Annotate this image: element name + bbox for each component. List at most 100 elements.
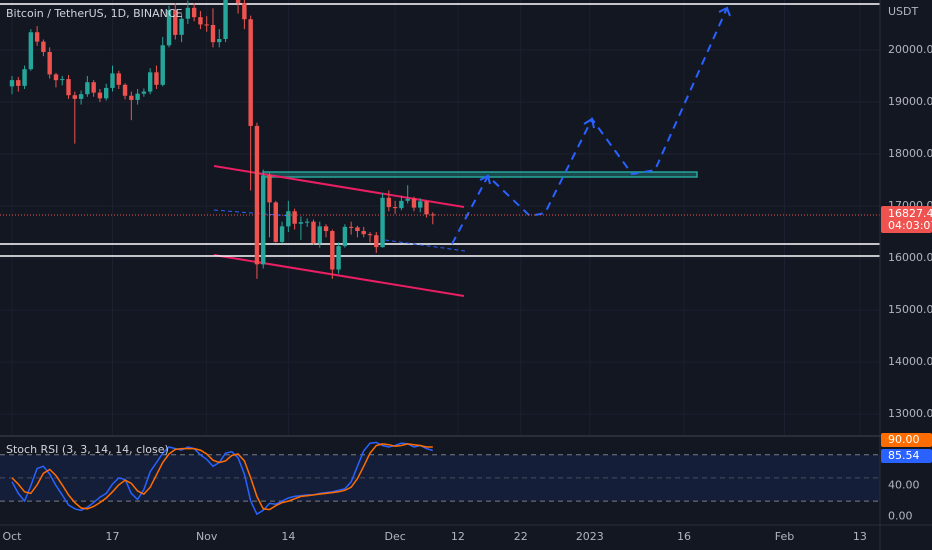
x-tick-label: Oct <box>2 530 22 543</box>
candle-body <box>317 226 322 244</box>
countdown-label: 04:03:07 <box>888 219 932 232</box>
candle-body <box>78 94 84 99</box>
main-grid <box>0 0 880 435</box>
stoch-rsi <box>0 441 880 516</box>
candle-body <box>267 175 272 203</box>
candle-body <box>392 207 398 209</box>
y-tick-label: 19000.00 <box>888 95 932 108</box>
x-tick-label: 16 <box>677 530 691 543</box>
candle-body <box>223 0 228 40</box>
price-label: 16827.49 <box>888 207 932 220</box>
candle-body <box>374 235 379 248</box>
candle-body <box>22 69 27 86</box>
candle-body <box>348 226 354 228</box>
candle-body <box>179 18 184 35</box>
candle-body <box>367 234 373 236</box>
x-tick-label: 2023 <box>576 530 604 543</box>
chart-title: Bitcoin / TetherUS, 1D, BINANCE <box>6 7 183 20</box>
candle-body <box>279 226 285 242</box>
candle-body <box>9 80 15 87</box>
value-label: 85.54 <box>888 449 920 462</box>
price-badge <box>881 206 932 234</box>
candle-body <box>380 197 385 248</box>
candle-body <box>330 231 335 270</box>
candle-body <box>204 24 209 26</box>
value-label: 90.00 <box>888 433 920 446</box>
candle-body <box>47 52 52 75</box>
x-tick-label: Feb <box>775 530 794 543</box>
candles <box>0 0 880 279</box>
y-tick-label: 15000.00 <box>888 303 932 316</box>
projection-path <box>451 7 728 245</box>
candle-body <box>147 72 153 92</box>
arrow-head <box>718 6 731 17</box>
candle-body <box>104 87 109 99</box>
candle-body <box>386 197 392 208</box>
y-tick-label: 16000.00 <box>888 251 932 264</box>
candle-body <box>34 32 40 42</box>
x-tick-label: 13 <box>853 530 867 543</box>
candle-body <box>292 211 297 224</box>
y-tick-label: 40.00 <box>888 479 920 492</box>
candle-body <box>210 24 216 43</box>
candle-body <box>53 74 59 81</box>
drawings <box>0 3 880 297</box>
axis-unit: USDT <box>888 5 919 18</box>
candle-body <box>254 125 260 265</box>
candle-body <box>261 175 266 265</box>
candle-body <box>235 0 241 4</box>
candle-body <box>110 73 115 88</box>
candle-body <box>135 93 140 100</box>
y-tick-label: 18000.00 <box>888 147 932 160</box>
indicator-line <box>11 443 433 511</box>
arrow-head <box>583 117 595 129</box>
x-tick-label: 17 <box>105 530 119 543</box>
value-badge <box>881 449 932 463</box>
candle-body <box>185 7 191 19</box>
y-tick-label: 13000.00 <box>888 407 932 420</box>
candle-body <box>242 3 247 20</box>
candle-body <box>91 82 96 93</box>
labels: 13000.0014000.0015000.0016000.0017000.00… <box>2 43 932 543</box>
x-tick-label: 14 <box>281 530 295 543</box>
candle-body <box>166 9 172 46</box>
candle-body <box>60 79 65 81</box>
y-tick-label: 14000.00 <box>888 355 932 368</box>
value-badge <box>881 433 932 447</box>
candle-body <box>116 73 121 85</box>
candle-body <box>122 84 128 96</box>
candle-body <box>41 41 46 53</box>
candle-body <box>16 80 21 86</box>
candle-body <box>198 17 203 25</box>
candle-body <box>85 82 90 95</box>
candle-body <box>66 79 71 96</box>
x-tick-label: 22 <box>514 530 528 543</box>
candle-body <box>405 198 410 201</box>
x-tick-label: Nov <box>196 530 218 543</box>
indicator-line <box>11 441 434 516</box>
candle-body <box>361 231 366 235</box>
candle-body <box>304 221 310 223</box>
candle-body <box>418 201 423 208</box>
candle-body <box>160 45 165 85</box>
candle-body <box>424 201 429 215</box>
indicator-title: Stoch RSI (3, 3, 14, 14, close) <box>6 443 169 456</box>
candle-body <box>273 202 278 242</box>
candle-body <box>72 95 78 99</box>
candle-body <box>399 200 404 209</box>
candle-body <box>173 9 178 35</box>
y-tick-label: 0.00 <box>888 510 913 523</box>
candle-body <box>154 72 159 85</box>
candle-body <box>323 226 329 232</box>
candle-body <box>217 39 222 43</box>
candle-body <box>129 95 134 100</box>
x-tick-label: 12 <box>451 530 465 543</box>
candle-body <box>28 32 34 70</box>
y-tick-label: 20000.00 <box>888 43 932 56</box>
candle-body <box>97 92 103 99</box>
candle-body <box>355 227 360 232</box>
candle-body <box>286 211 291 227</box>
x-tick-label: Dec <box>384 530 405 543</box>
